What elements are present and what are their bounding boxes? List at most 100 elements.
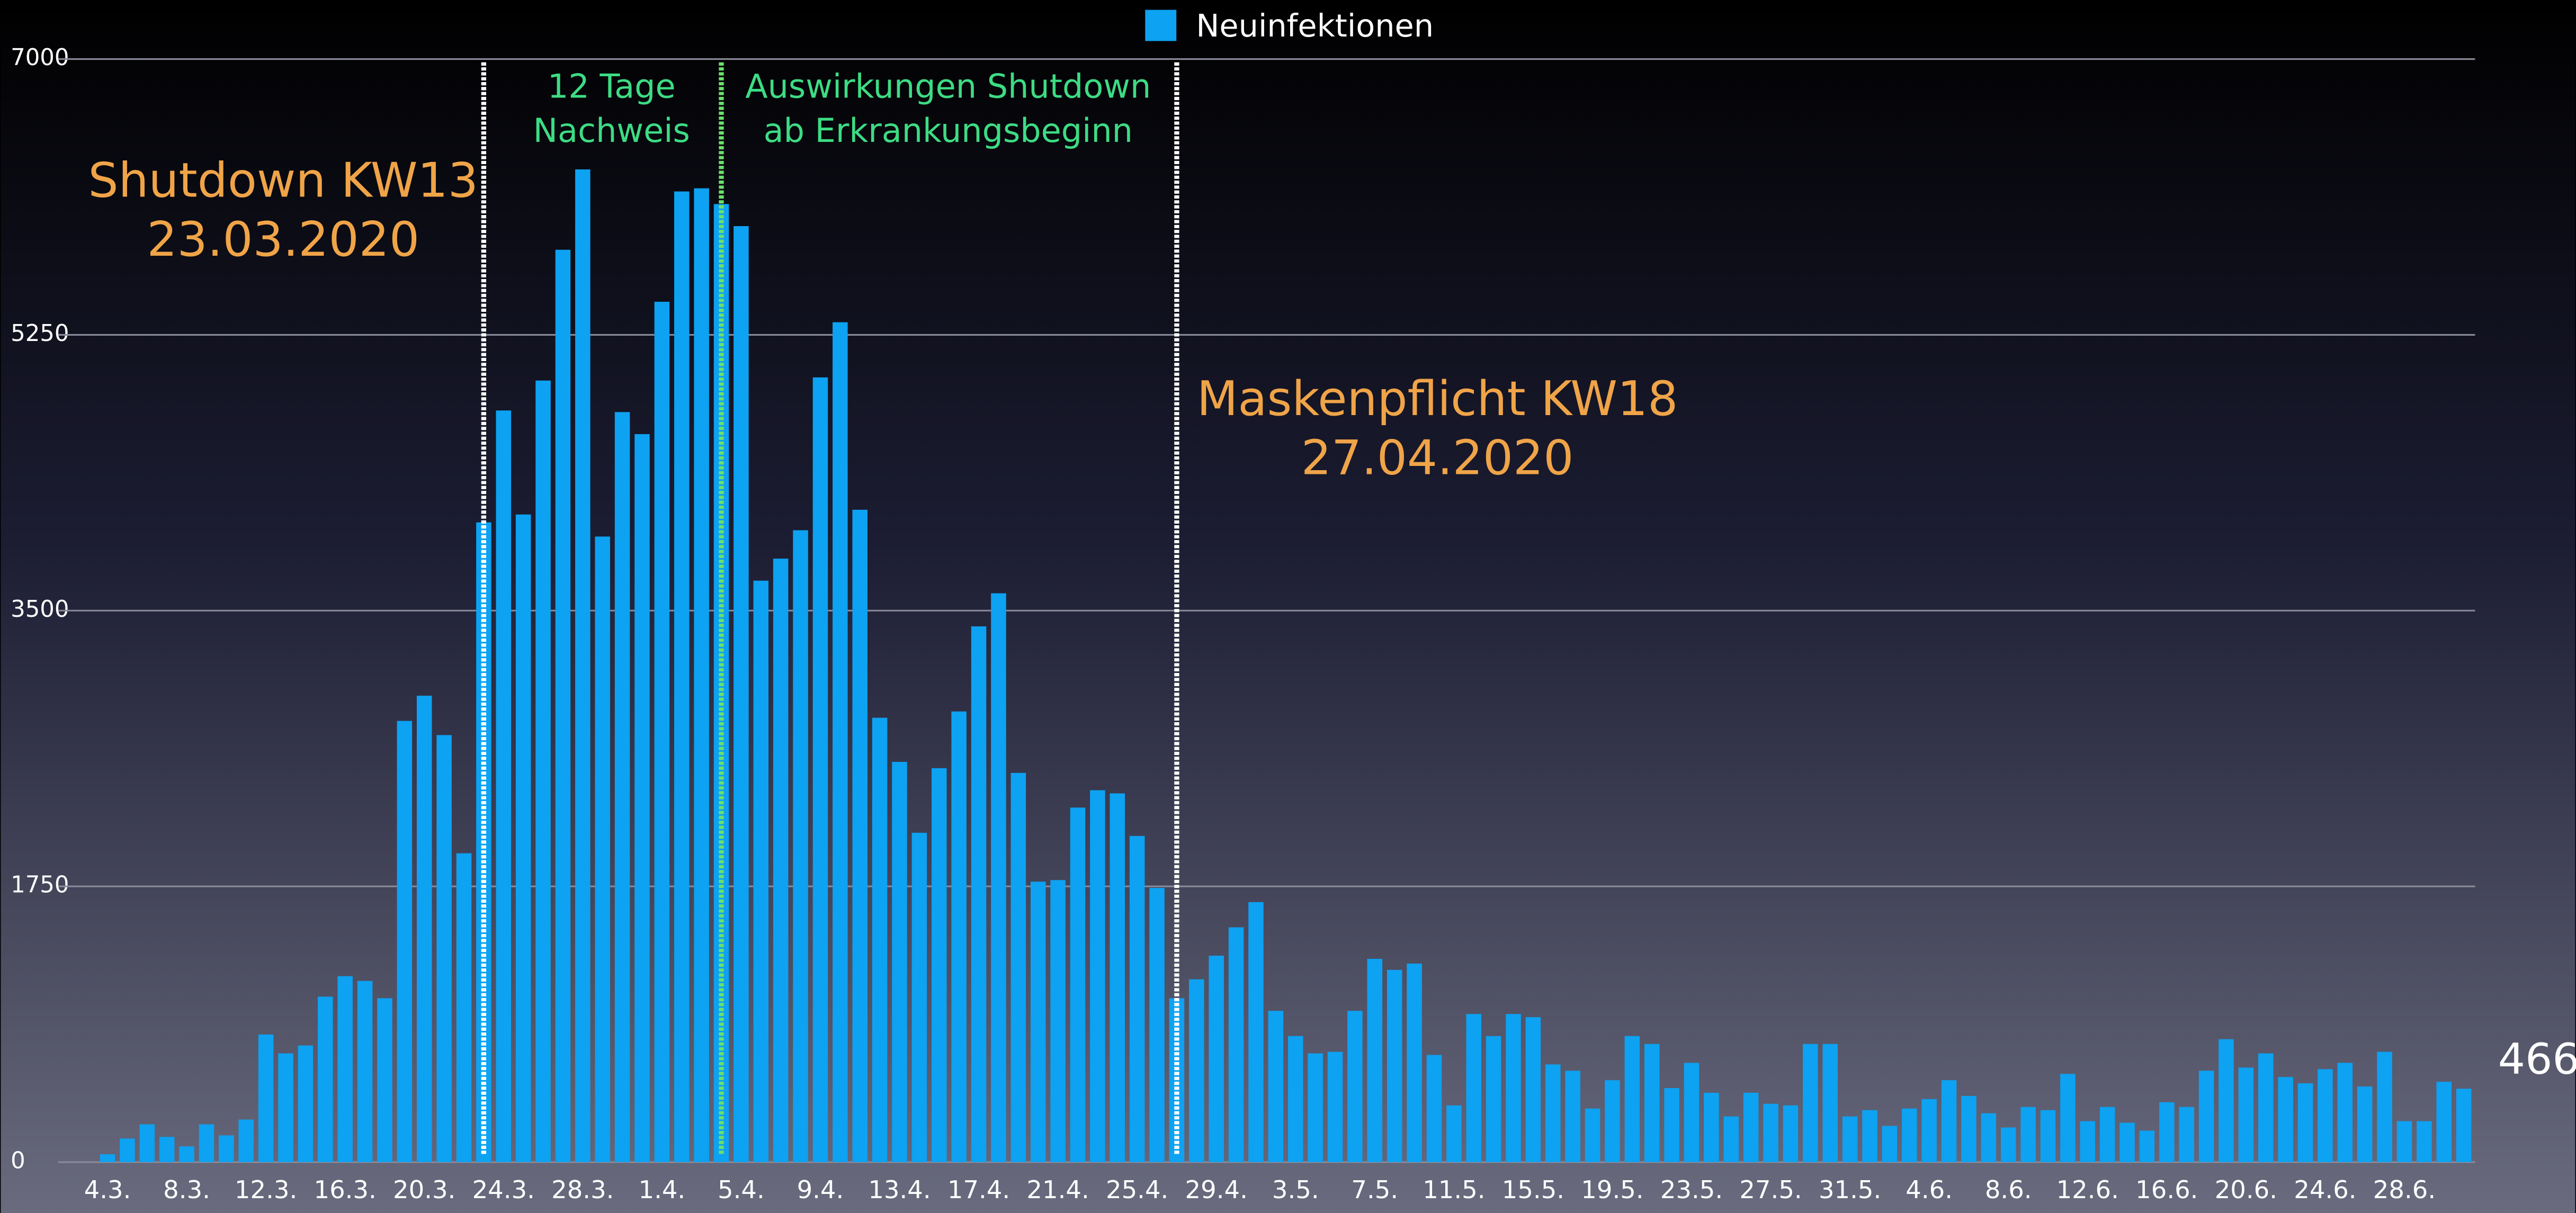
bar [1129, 835, 1145, 1162]
bar [1407, 963, 1422, 1162]
x-tick-label: 28.6. [2373, 1175, 2436, 1204]
x-tick-label: 3.5. [1272, 1175, 1319, 1204]
bar [2219, 1039, 2234, 1162]
bar [2318, 1069, 2333, 1162]
x-tick-label: 8.6. [1985, 1175, 2032, 1204]
bar [1941, 1080, 1957, 1162]
bar [991, 593, 1006, 1162]
bar [2080, 1121, 2096, 1162]
bar [1050, 880, 1066, 1162]
bar [1347, 1011, 1363, 1162]
bar [2139, 1130, 2155, 1162]
bar [1268, 1011, 1284, 1162]
annotation: Nachweis [533, 111, 690, 150]
bar [951, 711, 967, 1162]
bar [456, 853, 472, 1162]
bar [1010, 772, 1026, 1162]
bar [634, 434, 650, 1162]
bar [1525, 1017, 1541, 1162]
bar [2297, 1083, 2313, 1162]
bar [2258, 1053, 2274, 1162]
x-tick-label: 11.5. [1423, 1175, 1485, 1204]
bar [416, 695, 432, 1162]
bar [2278, 1077, 2293, 1162]
bar [120, 1138, 135, 1162]
bar [1466, 1014, 1482, 1162]
bar [278, 1053, 293, 1162]
x-tick-label: 12.3. [235, 1175, 297, 1204]
bar [1209, 956, 1224, 1162]
bar [2119, 1122, 2135, 1162]
bar [515, 514, 531, 1162]
bar [238, 1119, 254, 1162]
bar [1921, 1099, 1937, 1162]
bar [2456, 1089, 2472, 1162]
bar [694, 188, 709, 1162]
bar [1842, 1116, 1858, 1162]
bar [911, 832, 927, 1162]
annotation: 27.04.2020 [1301, 431, 1574, 486]
annotation: Auswirkungen Shutdown [745, 67, 1151, 106]
x-tick-label: 21.4. [1026, 1175, 1089, 1204]
bar [1902, 1108, 1917, 1162]
bar [1862, 1110, 1877, 1162]
bar [1644, 1044, 1660, 1162]
value-label: 466 [2498, 1035, 2576, 1084]
bar [1624, 1036, 1640, 1162]
bar [139, 1124, 155, 1162]
bar [2198, 1071, 2214, 1162]
bar [1545, 1064, 1561, 1162]
bar [1743, 1092, 1759, 1162]
bar [397, 721, 413, 1162]
bar [932, 768, 947, 1162]
bar [812, 377, 828, 1162]
bar [1822, 1044, 1838, 1162]
bar [654, 301, 670, 1162]
bar [2020, 1107, 2036, 1162]
bar [357, 981, 373, 1162]
bar [1704, 1092, 1719, 1162]
annotation: 12 Tage [548, 67, 676, 106]
bar [298, 1045, 314, 1162]
bar [2377, 1052, 2392, 1162]
x-tick-label: 20.6. [2215, 1175, 2277, 1204]
x-tick-label: 28.3. [551, 1175, 614, 1204]
bar [2396, 1121, 2412, 1162]
bar [2337, 1063, 2353, 1162]
bar [318, 996, 333, 1162]
x-tick-label: 7.5. [1351, 1175, 1398, 1204]
bar [1090, 790, 1105, 1162]
bar [2417, 1121, 2432, 1162]
bar [1446, 1105, 1462, 1162]
x-tick-label: 29.4. [1185, 1175, 1248, 1204]
x-tick-label: 23.5. [1660, 1175, 1723, 1204]
bar [1308, 1053, 1323, 1162]
bar [1803, 1044, 1818, 1162]
bar [1981, 1113, 1997, 1162]
annotation: Shutdown KW13 [88, 154, 478, 209]
bar [159, 1137, 175, 1162]
bar [1486, 1036, 1501, 1162]
bar [2436, 1082, 2452, 1162]
bar [1961, 1095, 1976, 1162]
bar [614, 412, 630, 1162]
x-tick-label: 1.4. [638, 1175, 685, 1204]
bar [219, 1135, 234, 1162]
bar [971, 626, 987, 1162]
annotation: ab Erkrankungsbeginn [764, 111, 1133, 150]
bar [2159, 1102, 2175, 1162]
bar [734, 226, 749, 1162]
annotation: Maskenpflicht KW18 [1197, 372, 1678, 427]
x-tick-label: 25.4. [1106, 1175, 1168, 1204]
bar [1506, 1014, 1521, 1162]
bar [1763, 1103, 1778, 1162]
bar [496, 410, 512, 1162]
bar [2000, 1127, 2016, 1162]
bar [100, 1154, 115, 1162]
y-tick-label: 3500 [11, 596, 69, 623]
x-tick-label: 20.3. [393, 1175, 455, 1204]
bar [1327, 1052, 1343, 1162]
bar [1248, 902, 1264, 1162]
bar [1387, 969, 1402, 1162]
y-tick-label: 1750 [11, 872, 69, 898]
